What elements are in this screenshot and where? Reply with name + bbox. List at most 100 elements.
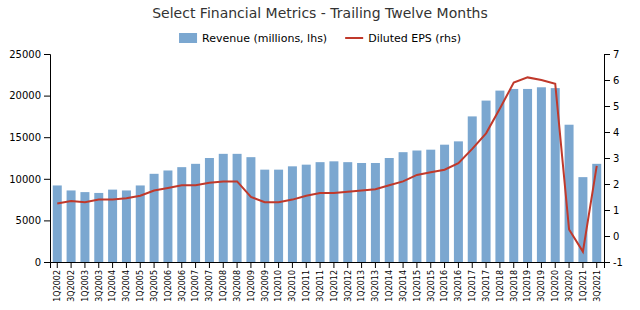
tick-mark (57, 262, 58, 268)
tick-mark (416, 262, 417, 268)
tick-label: 1Q2014 (385, 270, 394, 302)
axis-line (44, 55, 51, 263)
tick-mark (306, 262, 307, 268)
tick: 1Q2011 (302, 262, 311, 302)
tick: 3Q2003 (95, 262, 104, 302)
tick: 3Q2004 (122, 262, 131, 302)
tick: 1Q2017 (468, 262, 477, 302)
tick: 15000 (9, 132, 50, 143)
tick: 3Q2002 (67, 262, 76, 302)
tick: 1Q2005 (136, 262, 145, 302)
tick-label: 20000 (9, 90, 41, 101)
tick: 3Q2014 (399, 262, 408, 302)
tick-mark (98, 262, 99, 268)
tick-mark (292, 262, 293, 268)
tick: 3Q2011 (316, 262, 325, 302)
bar (94, 193, 103, 262)
tick-label: 25000 (9, 49, 41, 60)
tick: 5000 (16, 215, 50, 226)
tick: 3Q2018 (510, 262, 519, 302)
tick-label: 1Q2004 (108, 270, 117, 302)
tick-mark (604, 210, 610, 211)
tick-mark (403, 262, 404, 268)
tick-label: 1 (613, 205, 619, 216)
bar (399, 152, 408, 262)
tick: 3Q2005 (150, 262, 159, 302)
tick-mark (499, 262, 500, 268)
tick-mark (84, 262, 85, 268)
tick: 20000 (9, 90, 50, 101)
tick-mark (250, 262, 251, 268)
tick-label: 3Q2002 (67, 270, 76, 302)
bar (426, 150, 435, 262)
axis-line (51, 263, 605, 269)
legend-label: Diluted EPS (rhs) (368, 32, 461, 45)
tick-mark (569, 262, 570, 268)
tick-mark (320, 262, 321, 268)
tick-label: 1Q2019 (523, 270, 532, 302)
tick-label: 3Q2021 (593, 270, 602, 302)
legend-item: Diluted EPS (rhs) (345, 32, 461, 45)
tick: 3Q2012 (344, 262, 353, 302)
bar (260, 170, 269, 262)
tick-mark (209, 262, 210, 268)
tick: 1Q2006 (164, 262, 173, 302)
tick: 5 (604, 101, 619, 112)
tick: 1Q2012 (330, 262, 339, 302)
bar (302, 165, 311, 262)
tick: 1Q2016 (440, 262, 449, 302)
tick: 1Q2014 (385, 262, 394, 302)
tick: 1Q2004 (108, 262, 117, 302)
tick-label: 1Q2006 (164, 270, 173, 302)
y-axis: 0500010000150002000025000 (9, 49, 50, 268)
tick-mark (513, 262, 514, 268)
bar (246, 157, 255, 262)
tick-mark (472, 262, 473, 268)
tick: 3Q2017 (482, 262, 491, 302)
tick-mark (278, 262, 279, 268)
tick-mark (126, 262, 127, 268)
tick-mark (486, 262, 487, 268)
legend-item: Revenue (millions, lhs) (179, 32, 327, 45)
tick-mark (112, 262, 113, 268)
bar (163, 170, 172, 262)
tick-mark (44, 262, 50, 263)
y2-axis: -101234567 (604, 49, 623, 268)
tick: 25000 (9, 49, 50, 60)
tick-label: 1Q2013 (357, 270, 366, 302)
tick-label: 1Q2009 (247, 270, 256, 302)
tick-mark (582, 262, 583, 268)
tick-mark (375, 262, 376, 268)
tick-label: 3Q2004 (122, 270, 131, 302)
tick-mark (167, 262, 168, 268)
tick: 1Q2009 (247, 262, 256, 302)
tick-label: 3Q2015 (427, 270, 436, 302)
bar (274, 170, 283, 262)
tick: 4 (604, 127, 619, 138)
tick-label: 4 (613, 127, 619, 138)
tick-mark (604, 184, 610, 185)
tick-label: 2 (613, 179, 619, 190)
tick-label: 3Q2019 (537, 270, 546, 302)
tick-label: 3Q2011 (316, 270, 325, 302)
tick-label: 3Q2013 (371, 270, 380, 302)
tick: 3Q2020 (565, 262, 574, 302)
tick-label: 1Q2012 (330, 270, 339, 302)
tick-mark (604, 80, 610, 81)
tick-label: 3Q2008 (233, 270, 242, 302)
tick-mark (361, 262, 362, 268)
tick-label: 1Q2007 (191, 270, 200, 302)
tick-label: 3Q2007 (205, 270, 214, 302)
tick: 0 (604, 231, 619, 242)
tick-mark (389, 262, 390, 268)
tick-label: 3Q2017 (482, 270, 491, 302)
tick-mark (44, 179, 50, 180)
tick-label: 1Q2018 (496, 270, 505, 302)
axis-line (605, 55, 611, 263)
tick-mark (555, 262, 556, 268)
bar (150, 174, 159, 262)
legend-swatch (345, 37, 363, 39)
tick-label: 1Q2003 (81, 270, 90, 302)
tick: 3Q2008 (233, 262, 242, 302)
tick: 10000 (9, 174, 50, 185)
